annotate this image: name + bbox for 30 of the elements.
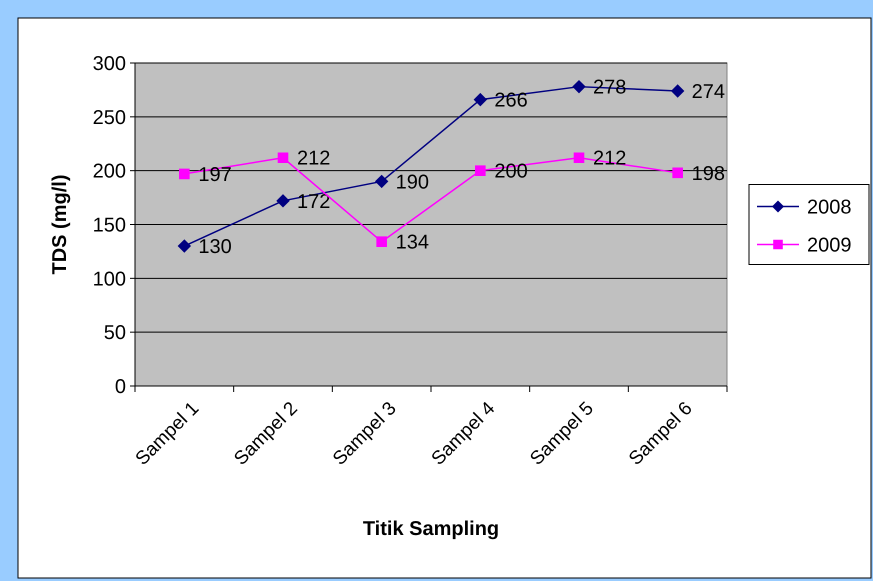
data-label: 134 [396, 232, 430, 254]
y-tick-label: 0 [114, 376, 126, 398]
data-label: 130 [198, 236, 232, 258]
y-tick-label: 100 [92, 268, 126, 290]
y-tick-label: 50 [104, 322, 126, 344]
data-label: 266 [494, 90, 528, 112]
y-tick-label: 300 [92, 53, 126, 75]
y-tick-label: 150 [92, 214, 126, 236]
data-label: 274 [692, 80, 726, 103]
data-label: 190 [396, 171, 430, 194]
point [672, 168, 683, 178]
point [278, 152, 288, 164]
point [375, 174, 388, 188]
data-label: 212 [297, 148, 330, 170]
point [276, 194, 290, 208]
point [474, 93, 487, 106]
y-axis-title: TDS (mg/l) [49, 174, 71, 274]
legend-label: 2009 [807, 234, 852, 256]
point [572, 80, 586, 94]
x-axis-title: Titik Sampling [362, 518, 500, 540]
point [671, 84, 684, 98]
y-tick-label: 250 [92, 106, 126, 129]
data-label: 172 [297, 190, 330, 213]
point [475, 165, 486, 176]
point [574, 152, 584, 164]
point [376, 236, 387, 248]
point [178, 240, 191, 253]
point [179, 168, 190, 180]
legend-label: 2008 [807, 196, 852, 218]
y-tick-label: 200 [92, 160, 126, 183]
